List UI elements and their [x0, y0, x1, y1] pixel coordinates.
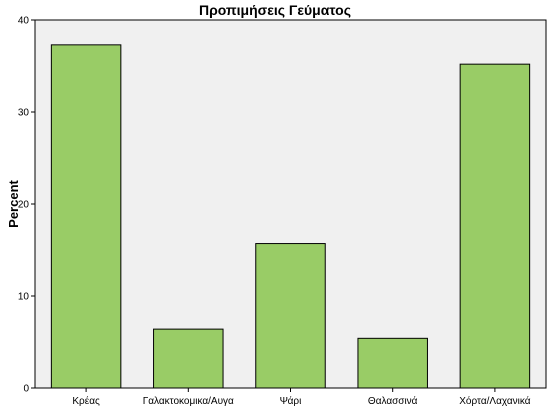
x-tick-label: Θαλασσινά [368, 395, 418, 407]
y-tick-label: 0 [23, 384, 29, 395]
x-tick-label: Κρέας [72, 395, 100, 407]
y-tick-label: 20 [18, 200, 30, 211]
bar [459, 63, 531, 389]
bar [153, 328, 224, 389]
chart-title: Προπιμήσεις Γεύματος [199, 2, 351, 18]
x-tick-label: Γαλακτοκομικα/Αυγα [143, 396, 234, 407]
y-axis-label: Percent [6, 179, 21, 227]
bar [50, 44, 122, 389]
x-axis: Κρέας Γαλακτοκομικα/Αυγα Ψάρι Θαλασσινά Χόρτ… [72, 388, 531, 407]
bars [50, 44, 531, 389]
y-axis: 0 10 20 30 40 [18, 16, 35, 395]
y-tick-label: 40 [18, 16, 30, 27]
x-tick-label: Χόρτα/Λαχανικά [459, 395, 530, 407]
y-tick-label: 30 [18, 108, 30, 119]
y-tick-label: 10 [18, 292, 30, 303]
x-tick-label: Ψάρι [280, 395, 302, 407]
bar [255, 243, 326, 389]
bar [357, 337, 428, 389]
